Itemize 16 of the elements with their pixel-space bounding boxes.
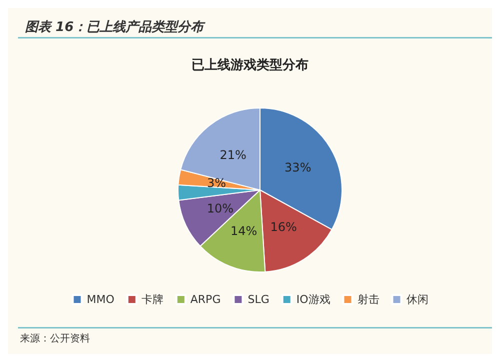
legend-label: MMO xyxy=(86,293,115,306)
legend-label: 休闲 xyxy=(406,293,428,306)
legend-label: IO游戏 xyxy=(296,293,330,306)
data-label: 14% xyxy=(230,224,258,238)
legend-label: 卡牌 xyxy=(141,293,164,306)
data-label: 21% xyxy=(220,148,246,162)
data-label: 16% xyxy=(270,220,297,234)
data-label: 3% xyxy=(207,176,226,190)
data-label: 33% xyxy=(284,160,312,175)
legend-label: 射击 xyxy=(357,293,380,306)
legend-label: ARPG xyxy=(190,293,221,306)
chart-title: 图表 16：已上线产品类型分布 xyxy=(25,19,206,35)
legend-label: SLG xyxy=(248,293,270,306)
source-note: 来源：公开资料 xyxy=(20,332,90,344)
chart-subtitle: 已上线游戏类型分布 xyxy=(192,58,308,73)
data-label: 10% xyxy=(206,202,234,216)
